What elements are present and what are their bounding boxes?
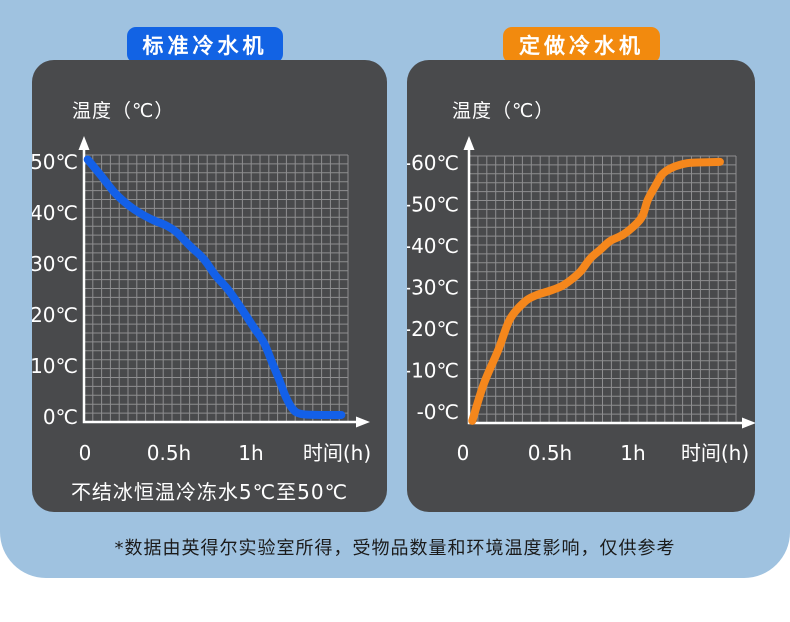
panel-standard-chiller: 温度（℃） 50℃ 40℃ 30℃ 20℃ 10℃ 0℃ 0 0.5h 1h 时间(h) 不结冰恒…: [32, 60, 387, 512]
axes: [82, 148, 361, 424]
y-tick-label: -10℃: [407, 359, 459, 383]
custom-chiller-chart: -60℃ -50℃ -40℃ -30℃ -20℃ -10℃ -0℃ 0 0.5h 1h 时间(h): [407, 136, 755, 465]
chart-caption: [407, 479, 755, 505]
standard-chiller-chart: 50℃ 40℃ 30℃ 20℃ 10℃ 0℃0 0.5h 1h 时间(h): [32, 136, 371, 465]
temperature-curve: [83, 155, 346, 420]
y-axis-title: 温度（℃）: [452, 100, 555, 122]
y-tick-label: -40℃: [407, 234, 459, 258]
x-axis-title: 时间(h): [681, 441, 749, 465]
x-tick-label: 0: [457, 441, 470, 465]
y-tick-label: 10℃: [32, 354, 78, 378]
y-tick-label: 20℃: [32, 303, 78, 327]
grid: [83, 154, 349, 423]
y-tick-label: -30℃: [407, 276, 459, 300]
x-tick-label: 1h: [620, 441, 645, 465]
y-tick-label: 0℃: [43, 405, 78, 429]
badge-custom-chiller-label: 定做冷水机: [519, 34, 644, 58]
grid: [468, 155, 737, 424]
y-axis-arrow-icon: [463, 136, 475, 150]
badge-custom-chiller: 定做冷水机: [503, 27, 660, 63]
x-tick-label: 1h: [238, 441, 263, 465]
y-tick-label: 40℃: [32, 201, 78, 225]
footnote: *数据由英得尔实验室所得，受物品数量和环境温度影响，仅供参考: [114, 538, 676, 559]
x-axis-arrow-icon: [356, 416, 370, 428]
panel-custom-chiller: 温度（℃） -60℃ -50℃ -40℃ -30℃ -20℃ -10℃ -0℃ 0 0.5h 1h…: [407, 60, 755, 512]
y-tick-label: 30℃: [32, 252, 78, 276]
x-tick-label: 0.5h: [147, 441, 191, 465]
y-axis-arrow-icon: [78, 136, 90, 150]
x-tick-label: 0.5h: [528, 441, 572, 465]
axes: [467, 148, 747, 425]
y-tick-label: 50℃: [32, 150, 78, 174]
x-tick-label: 0: [79, 441, 92, 465]
badge-standard-chiller: 标准冷水机: [127, 27, 283, 63]
temperature-curve: [468, 157, 724, 425]
x-axis-arrow-icon: [742, 417, 755, 429]
y-tick-label: -20℃: [407, 317, 459, 341]
y-axis-title: 温度（℃）: [72, 100, 175, 122]
y-tick-label: -0℃: [417, 400, 459, 424]
y-tick-label: -50℃: [407, 193, 459, 217]
y-tick-label: -60℃: [407, 151, 459, 175]
badge-standard-chiller-label: 标准冷水机: [142, 34, 268, 58]
chart-caption: 不结冰恒温冷冻水5℃至50℃: [70, 480, 349, 504]
x-axis-title: 时间(h): [303, 441, 371, 465]
